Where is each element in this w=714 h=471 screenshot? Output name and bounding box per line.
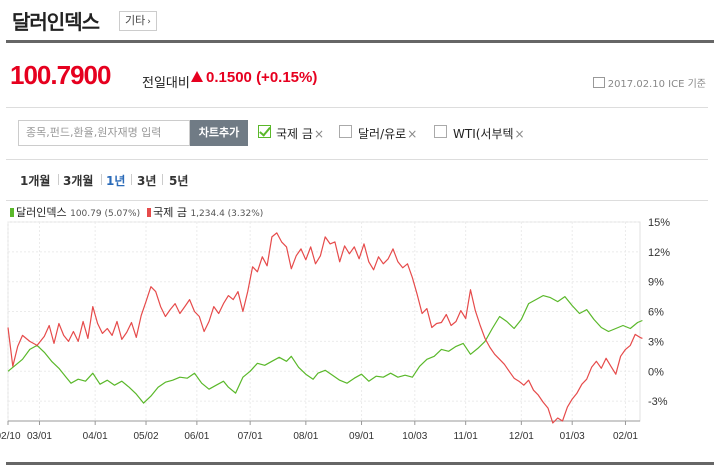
page-title: 달러인덱스: [12, 10, 100, 34]
change-percent: (+0.15%): [256, 69, 318, 86]
x-tick-label: 03/01: [27, 431, 52, 442]
quote-timestamp: 2017.02.10 ICE 기준: [592, 75, 706, 90]
compare-checkbox-wti[interactable]: [434, 125, 447, 138]
x-tick-label: 12/01: [509, 431, 534, 442]
legend-value-gold: 1,234.4 (3.32%): [190, 209, 264, 219]
x-tick-label: 06/01: [184, 431, 209, 442]
title-bar: 달러인덱스 기타 ›: [0, 0, 714, 43]
series-line-gold: [7, 232, 643, 424]
remove-dollar-euro-icon[interactable]: ×: [407, 127, 418, 141]
chevron-right-icon: ›: [147, 17, 151, 27]
timestamp-date: 2017.02.10: [607, 79, 665, 90]
chart-legend: 달러인덱스 100.79 (5.07%) 국제 금 1,234.4 (3.32%…: [10, 204, 263, 220]
category-badge[interactable]: 기타 ›: [119, 11, 157, 31]
legend-name-gold: 국제 금: [153, 206, 187, 219]
x-tick-label: 08/01: [293, 431, 318, 442]
tab-3y[interactable]: 3년: [137, 174, 157, 188]
series-line-dollar-index: [7, 295, 643, 404]
y-tick-label: 0%: [648, 366, 664, 378]
tab-1m[interactable]: 1개월: [20, 174, 51, 188]
timestamp-source: ICE 기준: [668, 79, 706, 90]
y-tick-label: 3%: [648, 336, 664, 348]
x-tick-label: 02/01: [613, 431, 638, 442]
tab-divider: [131, 174, 132, 185]
calendar-icon: [592, 77, 605, 88]
y-tick-label: 15%: [648, 217, 670, 229]
change-value: 0.1500 (+0.15%): [191, 69, 317, 86]
compare-item-wti: WTI(서부텍×: [453, 127, 525, 141]
price-chart[interactable]: 15% 12% 9% 6% 3% 0% -3% 02/10 03/01 04/01 05/02 06/…: [0, 216, 714, 446]
tab-divider: [58, 174, 59, 185]
tab-divider: [162, 174, 163, 185]
period-tabs: 1개월 3개월 1년 3년 5년: [6, 158, 708, 201]
remove-wti-icon[interactable]: ×: [514, 127, 525, 141]
compare-bar: 종목,펀드,환율,원자재명 입력 차트추가 국제 금× 달러/유로× WTI(서…: [6, 107, 708, 160]
compare-search-input[interactable]: 종목,펀드,환율,원자재명 입력: [18, 120, 190, 146]
category-badge-label: 기타: [125, 14, 146, 27]
y-tick-label: 9%: [648, 277, 664, 289]
tab-1y[interactable]: 1년: [106, 174, 126, 188]
legend-swatch-gold: [147, 208, 152, 217]
add-chart-button[interactable]: 차트추가: [190, 120, 248, 146]
up-triangle-icon: [191, 71, 203, 82]
bottom-divider: [6, 462, 714, 465]
change-amount: 0.1500: [206, 69, 252, 86]
x-tick-label: 02/10: [0, 431, 21, 442]
x-tick-label: 05/02: [134, 431, 159, 442]
tab-3m[interactable]: 3개월: [63, 174, 94, 188]
x-tick-label: 01/03: [560, 431, 585, 442]
x-tick-label: 10/03: [402, 431, 427, 442]
legend-value-dollar-index: 100.79 (5.07%): [70, 209, 141, 219]
compare-item-dollar-euro: 달러/유로×: [358, 127, 418, 141]
compare-checkbox-gold[interactable]: [258, 125, 271, 138]
y-tick-label: 6%: [648, 307, 664, 319]
compare-checkbox-dollar-euro[interactable]: [339, 125, 352, 138]
legend-name-dollar-index: 달러인덱스: [16, 206, 67, 219]
remove-gold-icon[interactable]: ×: [313, 127, 324, 141]
x-tick-label: 09/01: [349, 431, 374, 442]
tab-divider: [101, 174, 102, 185]
y-tick-label: -3%: [648, 396, 668, 408]
y-tick-label: 12%: [648, 247, 670, 259]
title-divider: [6, 40, 714, 43]
x-tick-label: 07/01: [238, 431, 263, 442]
legend-swatch-dollar-index: [10, 208, 14, 217]
change-label: 전일대비: [142, 76, 190, 91]
x-tick-label: 04/01: [83, 431, 108, 442]
tab-5y[interactable]: 5년: [169, 174, 189, 188]
compare-item-gold: 국제 금×: [276, 127, 324, 141]
current-price: 100.7900: [10, 60, 111, 90]
x-tick-label: 11/01: [454, 431, 479, 442]
